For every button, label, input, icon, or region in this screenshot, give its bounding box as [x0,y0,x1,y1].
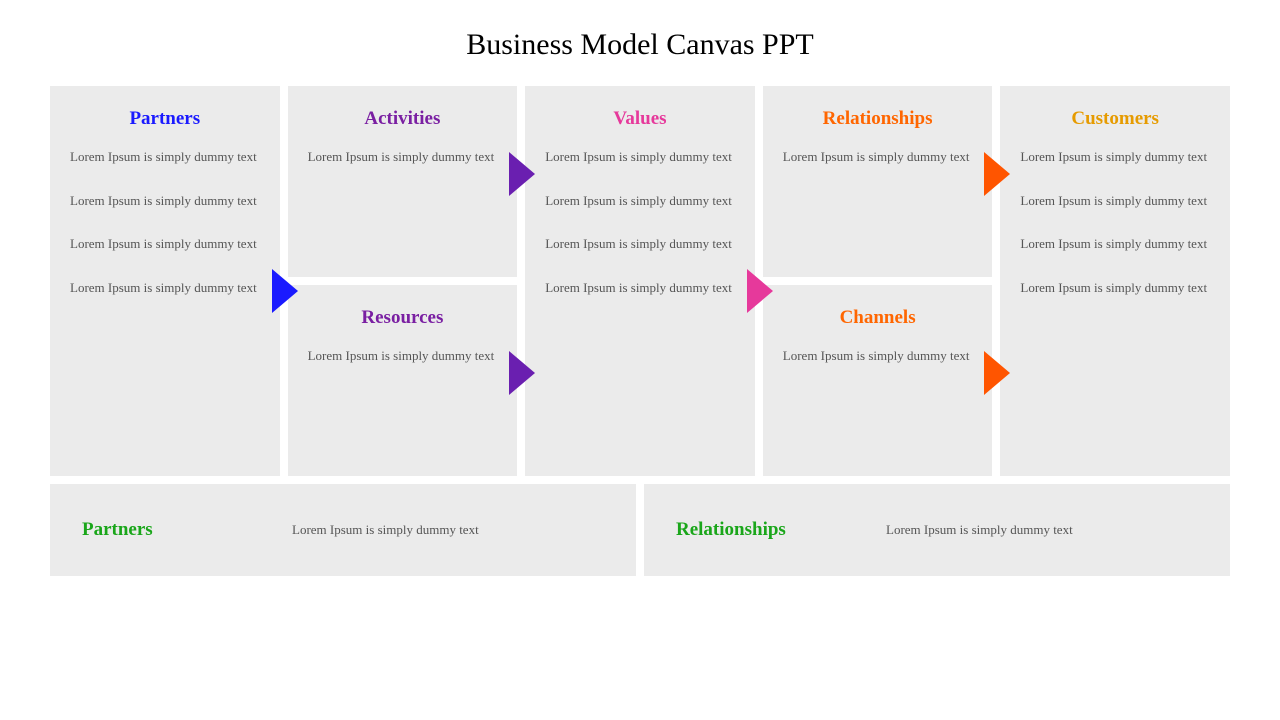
arrow-icon [747,269,773,313]
column-partners: Partners Lorem Ipsum is simply dummy text… [50,86,280,476]
box-title: Customers [1020,108,1210,130]
bottom-title: Partners [82,519,232,541]
box-activities_resources-0: Activities Lorem Ipsum is simply dummy te… [288,86,518,277]
canvas-top-row: Partners Lorem Ipsum is simply dummy text… [50,86,1230,476]
box-text: Lorem Ipsum is simply dummy text [783,347,973,365]
box-relationships_channels-0: Relationships Lorem Ipsum is simply dummy… [763,86,993,277]
box-title: Partners [70,108,260,130]
arrow-icon [509,152,535,196]
arrow-icon [272,269,298,313]
bottom-text: Lorem Ipsum is simply dummy text [292,521,479,539]
box-activities_resources-1: Resources Lorem Ipsum is simply dummy tex… [288,285,518,476]
arrow-icon [984,351,1010,395]
box-text: Lorem Ipsum is simply dummy text [308,148,498,166]
box-text: Lorem Ipsum is simply dummy text [70,148,260,166]
column-activities_resources: Activities Lorem Ipsum is simply dummy te… [288,86,518,476]
box-text: Lorem Ipsum is simply dummy text [308,347,498,365]
bottom-box-1: Relationships Lorem Ipsum is simply dummy… [644,484,1230,576]
column-customers: Customers Lorem Ipsum is simply dummy tex… [1000,86,1230,476]
box-text: Lorem Ipsum is simply dummy text [545,279,735,297]
bottom-text: Lorem Ipsum is simply dummy text [886,521,1073,539]
box-text: Lorem Ipsum is simply dummy text [545,148,735,166]
box-text: Lorem Ipsum is simply dummy text [1020,148,1210,166]
box-title: Resources [308,307,498,329]
box-text: Lorem Ipsum is simply dummy text [545,235,735,253]
box-customers: Customers Lorem Ipsum is simply dummy tex… [1000,86,1230,476]
box-text: Lorem Ipsum is simply dummy text [1020,235,1210,253]
box-partners: Partners Lorem Ipsum is simply dummy text… [50,86,280,476]
bottom-title: Relationships [676,519,826,541]
column-values: Values Lorem Ipsum is simply dummy text Lo… [525,86,755,476]
box-title: Channels [783,307,973,329]
box-text: Lorem Ipsum is simply dummy text [1020,192,1210,210]
box-text: Lorem Ipsum is simply dummy text [70,192,260,210]
box-text: Lorem Ipsum is simply dummy text [70,279,260,297]
box-text: Lorem Ipsum is simply dummy text [545,192,735,210]
box-text: Lorem Ipsum is simply dummy text [783,148,973,166]
box-title: Activities [308,108,498,130]
box-relationships_channels-1: Channels Lorem Ipsum is simply dummy text [763,285,993,476]
bottom-box-0: Partners Lorem Ipsum is simply dummy text [50,484,636,576]
column-relationships_channels: Relationships Lorem Ipsum is simply dummy… [763,86,993,476]
box-values: Values Lorem Ipsum is simply dummy text Lo… [525,86,755,476]
box-title: Relationships [783,108,973,130]
canvas-container: Partners Lorem Ipsum is simply dummy text… [50,86,1230,576]
arrow-icon [984,152,1010,196]
box-text: Lorem Ipsum is simply dummy text [1020,279,1210,297]
page-title: Business Model Canvas PPT [0,0,1280,86]
box-text: Lorem Ipsum is simply dummy text [70,235,260,253]
box-title: Values [545,108,735,130]
arrow-icon [509,351,535,395]
canvas-bottom-row: Partners Lorem Ipsum is simply dummy text… [50,484,1230,576]
